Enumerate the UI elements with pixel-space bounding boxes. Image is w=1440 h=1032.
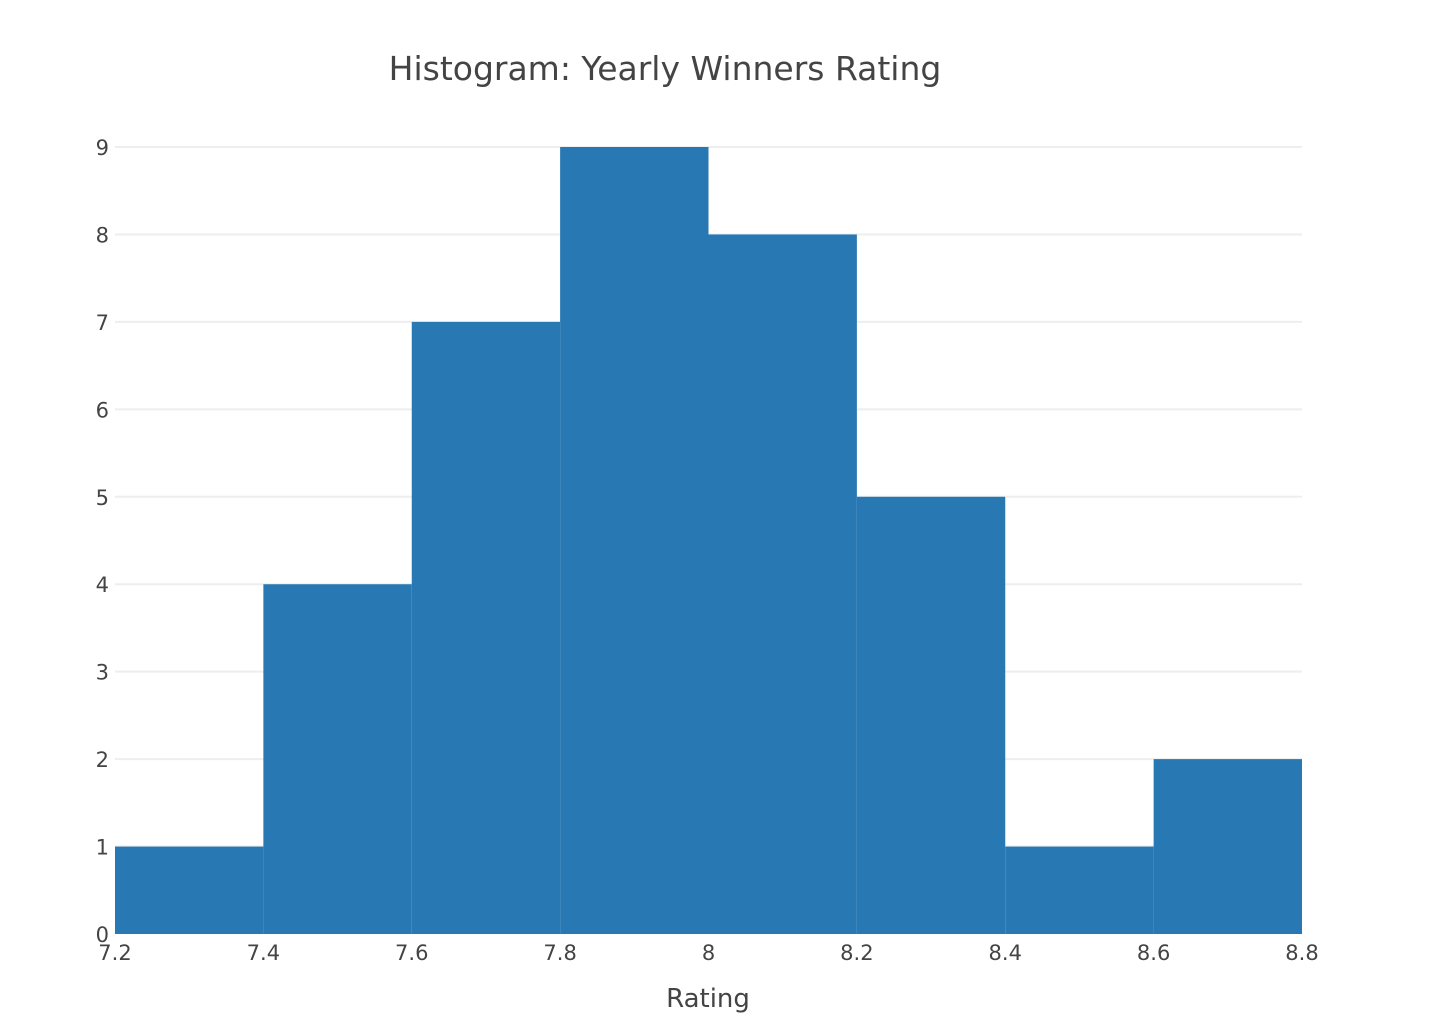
histogram-bar[interactable] (708, 234, 857, 934)
chart-title: Histogram: Yearly Winners Rating (389, 49, 942, 88)
histogram-bar[interactable] (560, 147, 709, 934)
histogram-bar[interactable] (263, 584, 412, 934)
y-tick-label: 1 (96, 836, 109, 860)
histogram-bar[interactable] (1153, 759, 1302, 934)
axes: 0 1 2 3 4 5 6 7 8 9 7.2 7.4 7.6 7.8 8 8.2 8.4 8.6 8.8 (96, 136, 1319, 965)
x-tick-label: 8.2 (840, 941, 873, 965)
y-tick-label: 3 (96, 661, 109, 685)
y-tick-label: 4 (96, 573, 109, 597)
y-tick-label: 7 (96, 311, 109, 335)
y-tick-label: 2 (96, 748, 109, 772)
x-tick-label: 8.6 (1137, 941, 1170, 965)
histogram-bar[interactable] (115, 846, 264, 934)
histogram-bars (115, 147, 1302, 934)
x-axis-title: Rating (666, 984, 750, 1014)
x-tick-label: 8.4 (989, 941, 1022, 965)
y-tick-label: 6 (96, 398, 109, 422)
y-tick-label: 8 (96, 223, 109, 247)
histogram-bar[interactable] (411, 321, 561, 934)
y-tick-label: 9 (96, 136, 109, 160)
histogram-bar[interactable] (1005, 846, 1154, 934)
x-tick-label: 7.4 (247, 941, 280, 965)
x-tick-label: 7.6 (395, 941, 428, 965)
y-tick-label: 0 (96, 923, 109, 947)
x-tick-label: 7.8 (543, 941, 576, 965)
y-tick-label: 5 (96, 486, 109, 510)
x-tick-label: 8.8 (1285, 941, 1318, 965)
histogram-bar[interactable] (856, 496, 1006, 934)
x-tick-label: 8 (702, 941, 715, 965)
x-tick-label: 7.2 (98, 941, 131, 965)
